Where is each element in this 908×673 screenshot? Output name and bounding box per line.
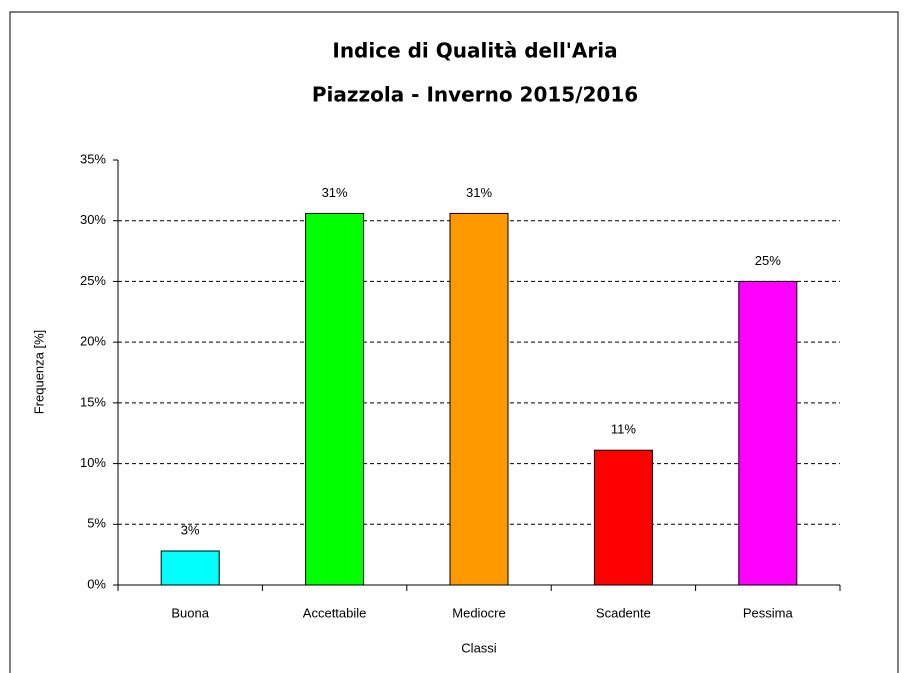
y-tick-label: 30% — [80, 212, 106, 227]
y-tick-label: 35% — [80, 151, 106, 166]
data-label: 25% — [755, 253, 781, 268]
bar — [593, 449, 653, 586]
bar — [449, 212, 509, 586]
x-tick-label: Pessima — [743, 605, 794, 620]
x-tick-label: Scadente — [596, 605, 651, 620]
y-tick-label: 25% — [80, 273, 106, 288]
chart-subtitle: Piazzola - Inverno 2015/2016 — [312, 83, 638, 107]
x-tick-label: Buona — [171, 605, 209, 620]
data-label: 11% — [611, 422, 636, 437]
y-tick-label: 15% — [80, 394, 106, 409]
x-tick-label: Accettabile — [303, 605, 367, 620]
y-tick-label: 20% — [80, 334, 106, 349]
bar — [160, 550, 220, 586]
x-axis-label: Classi — [461, 640, 497, 655]
y-tick-label: 10% — [80, 455, 106, 470]
y-axis-label: Frequenza [%] — [31, 330, 46, 415]
y-tick-label: 0% — [87, 576, 106, 591]
data-label: 31% — [322, 185, 348, 200]
bar — [305, 212, 365, 586]
bar — [738, 280, 798, 586]
data-label: 31% — [466, 185, 492, 200]
y-tick-label: 5% — [87, 516, 106, 531]
data-label: 3% — [181, 522, 200, 537]
chart-title: Indice di Qualità dell'Aria — [332, 39, 617, 63]
x-tick-label: Mediocre — [452, 605, 505, 620]
